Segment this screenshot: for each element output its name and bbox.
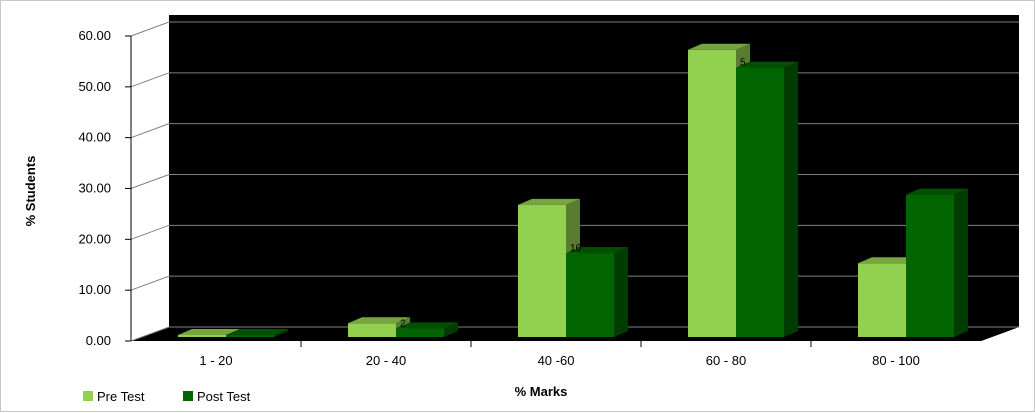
post-test-bar [566, 247, 628, 337]
y-tick-label: 10.00 [78, 282, 111, 297]
x-tick-label: 20 - 40 [366, 353, 406, 368]
y-tick-label: 0.00 [86, 333, 111, 348]
x-tick-label: 60 - 80 [706, 353, 746, 368]
x-tick-label: 40 -60 [538, 353, 575, 368]
legend-label: Pre Test [97, 389, 145, 404]
post-test-bar [226, 329, 288, 337]
y-tick-label: 40.00 [78, 130, 111, 145]
x-tick-label: 80 - 100 [872, 353, 920, 368]
legend-swatch [183, 391, 193, 401]
legend-swatch [83, 391, 93, 401]
gridline [130, 21, 1019, 37]
y-tick-label: 30.00 [78, 181, 111, 196]
y-tick-label: 60.00 [78, 28, 111, 43]
x-tick-label: 1 - 20 [199, 353, 232, 368]
post-test-bar [736, 61, 798, 337]
data-label: 5 [740, 58, 746, 69]
post-test-bar [396, 322, 458, 337]
y-tick-label: 50.00 [78, 79, 111, 94]
x-axis-label: % Marks [515, 384, 568, 399]
data-label: 2 [400, 318, 406, 329]
post-test-bar [906, 188, 968, 337]
y-tick-label: 20.00 [78, 231, 111, 246]
legend-label: Post Test [197, 389, 251, 404]
data-label: 16 [570, 243, 582, 254]
y-axis-label: % Students [23, 156, 38, 227]
